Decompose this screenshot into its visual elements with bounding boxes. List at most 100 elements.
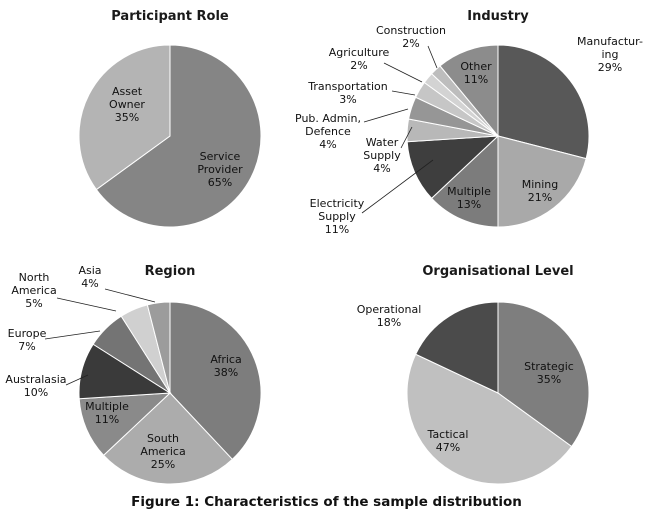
slice-label-tactical: Tactical 47% <box>427 428 469 454</box>
slice-label-mining: Mining 21% <box>522 178 559 204</box>
slice-label-text: Africa <box>210 353 241 366</box>
slice-label-other: Other 11% <box>460 60 492 86</box>
leader-line <box>400 126 413 149</box>
pie-chart-organisational-level: Organisational Level Strategic 35% Tactical… <box>357 264 590 485</box>
slice-label-text: Defence <box>305 125 351 138</box>
slice-label-operational: Operational 18% <box>357 303 422 329</box>
slice-label-text: Transportation <box>307 80 387 93</box>
slice-label-pub-admin-defence: Pub. Admin, Defence 4% <box>295 112 361 151</box>
slice-label-asia: Asia 4% <box>78 264 101 290</box>
slice-label-text: Strategic <box>524 360 574 373</box>
slice-percent: 35% <box>115 111 139 124</box>
pie-chart-industry: Industry Manufactur-ing 29% Mining 21% Multip… <box>295 9 643 236</box>
slice-percent: 5% <box>25 297 42 310</box>
slice-label-text: Water <box>366 136 399 149</box>
slice-label-text: Australasia <box>5 373 66 386</box>
slice-label-north-america: North America 5% <box>11 271 56 310</box>
slice-percent: 65% <box>208 176 232 189</box>
leader-line <box>363 108 409 123</box>
chart-title: Organisational Level <box>422 264 573 279</box>
slice-label-electricity-supply: Electricity Supply 11% <box>310 197 365 236</box>
chart-title: Region <box>145 264 196 279</box>
slice-label-south-america: South America 25% <box>140 432 185 471</box>
slice-percent: 11% <box>325 223 349 236</box>
leader-line <box>427 45 438 69</box>
slice-percent: 4% <box>319 138 336 151</box>
slice-label-text: Operational <box>357 303 422 316</box>
pie-slice-manufactur-ing <box>497 44 590 160</box>
slice-label-agriculture: Agriculture 2% <box>329 46 390 72</box>
slice-percent: 2% <box>350 59 367 72</box>
slice-label-text: Service <box>200 150 241 163</box>
slice-label-text: ing <box>601 48 618 61</box>
slice-percent: 11% <box>464 73 488 86</box>
slice-label-manufactur-ing: Manufactur-ing 29% <box>577 35 643 74</box>
figure-caption: Figure 1: Characteristics of the sample … <box>131 494 522 510</box>
slice-percent: 2% <box>402 37 419 50</box>
pie-slice-tactical <box>406 353 573 485</box>
slice-label-text: Other <box>460 60 492 73</box>
slice-label-text: Supply <box>363 149 401 162</box>
chart-title: Industry <box>467 9 529 24</box>
slice-percent: 21% <box>528 191 552 204</box>
slice-label-text: North <box>19 271 50 284</box>
slice-label-text: Manufactur- <box>577 35 643 48</box>
pie-slice-multiple <box>430 134 499 228</box>
slice-percent: 29% <box>598 61 622 74</box>
leader-line <box>391 90 416 96</box>
slice-percent: 13% <box>457 198 481 211</box>
slice-label-australasia: Australasia 10% <box>5 373 66 399</box>
slice-label-water-supply: Water Supply 4% <box>363 136 401 175</box>
slice-label-text: Multiple <box>447 185 491 198</box>
slice-label-text: Tactical <box>427 428 469 441</box>
slice-label-africa: Africa 38% <box>210 353 241 379</box>
slice-percent: 7% <box>18 340 35 353</box>
pie-slice-africa <box>169 301 262 461</box>
slice-label-text: America <box>11 284 56 297</box>
slice-percent: 35% <box>537 373 561 386</box>
slice-percent: 10% <box>24 386 48 399</box>
slice-label-text: Asset <box>112 85 143 98</box>
pie-slice-service-provider <box>95 44 262 228</box>
pie-slice-mining <box>497 135 587 228</box>
slice-percent: 11% <box>95 413 119 426</box>
slice-label-construction: Construction 2% <box>376 24 446 50</box>
pie-slice-south-america <box>102 392 233 485</box>
slice-label-text: Owner <box>109 98 145 111</box>
slice-label-strategic: Strategic 35% <box>524 360 574 386</box>
leader-line <box>104 288 156 303</box>
slice-percent: 47% <box>436 441 460 454</box>
slice-percent: 18% <box>377 316 401 329</box>
pie-slice-strategic <box>497 301 590 448</box>
pie-chart-participant-role: Participant Role Service Provider 65% Asset O… <box>78 9 262 228</box>
slice-label-text: Mining <box>522 178 559 191</box>
leader-line <box>65 374 89 386</box>
pie-slice-asia <box>146 301 171 394</box>
slice-percent: 4% <box>81 277 98 290</box>
pie-slice-asset-owner <box>78 44 171 191</box>
slice-percent: 3% <box>339 93 356 106</box>
pie-slice-operational <box>414 301 499 394</box>
slice-percent: 4% <box>373 162 390 175</box>
slice-label-text: Europe <box>8 327 47 340</box>
slice-label-text: America <box>140 445 185 458</box>
leader-line <box>44 330 101 340</box>
slice-label-text: Supply <box>318 210 356 223</box>
slice-label-text: Asia <box>78 264 101 277</box>
slice-label-transportation: Transportation 3% <box>307 80 387 106</box>
slice-label-multiple: Multiple 13% <box>447 185 491 211</box>
slice-label-text: South <box>147 432 179 445</box>
slice-percent: 38% <box>214 366 238 379</box>
slice-label-service-provider: Service Provider 65% <box>197 150 243 189</box>
slice-label-text: Provider <box>197 163 243 176</box>
slice-label-europe: Europe 7% <box>8 327 47 353</box>
slice-label-text: Agriculture <box>329 46 390 59</box>
pie-slice-other <box>439 44 499 138</box>
leader-line <box>383 62 423 83</box>
slice-percent: 25% <box>151 458 175 471</box>
slice-label-asset-owner: Asset Owner 35% <box>109 85 145 124</box>
slice-label-text: Pub. Admin, <box>295 112 361 125</box>
slice-label-multiple: Multiple 11% <box>85 400 129 426</box>
